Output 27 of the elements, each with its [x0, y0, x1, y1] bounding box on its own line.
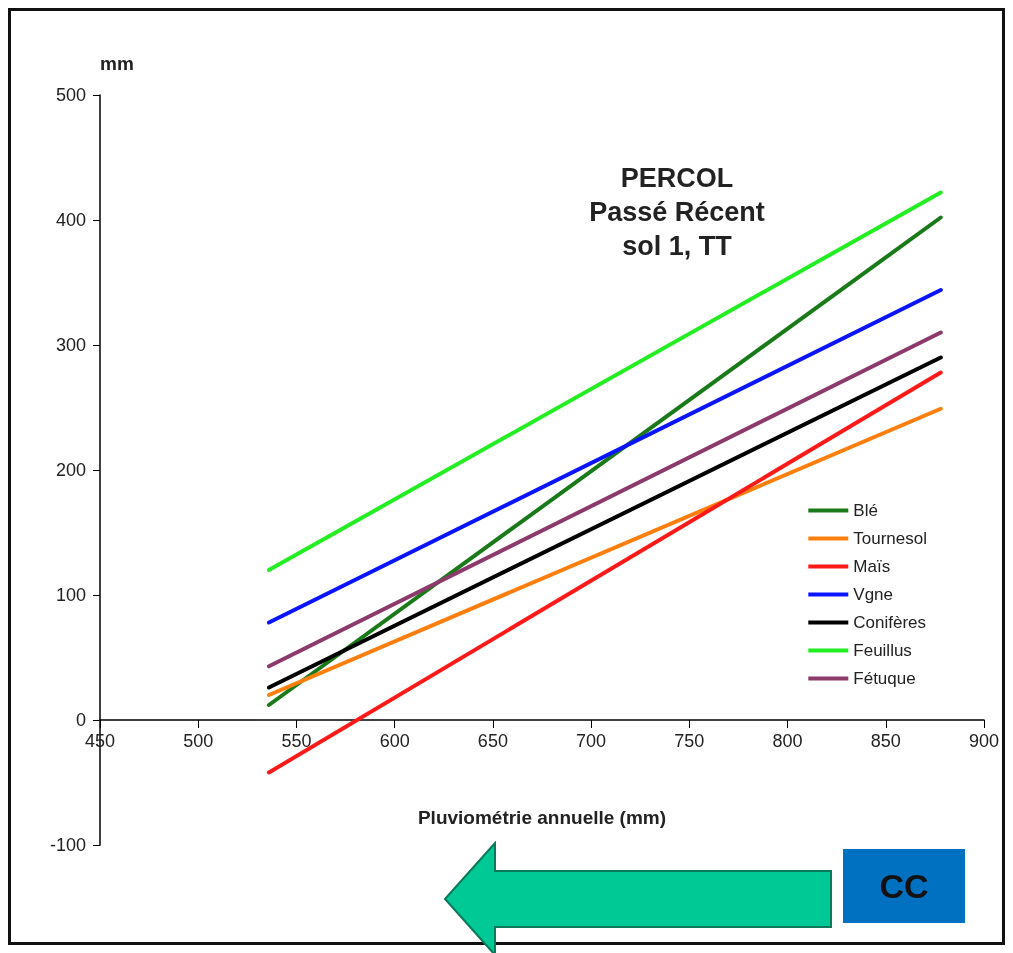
legend-label: Conifères	[853, 613, 927, 632]
legend-label: Vgne	[853, 585, 893, 604]
x-tick-label: 750	[674, 731, 705, 751]
x-tick-label: 600	[379, 731, 410, 751]
x-tick-label: 650	[477, 731, 508, 751]
x-tick-label: 550	[281, 731, 312, 751]
legend-label: Blé	[853, 501, 878, 520]
x-tick-label: 500	[183, 731, 214, 751]
legend-label: Maïs	[853, 557, 891, 576]
y-axis-title: mm	[100, 53, 134, 74]
x-tick-label: 900	[968, 731, 1000, 751]
y-tick-label: 200	[55, 460, 86, 480]
x-tick-label: 850	[870, 731, 901, 751]
legend-label: Feuillus	[853, 641, 912, 660]
y-tick-label: 100	[55, 585, 86, 605]
x-tick-label: 800	[772, 731, 803, 751]
text: CC	[843, 849, 965, 923]
legend-label: Tournesol	[853, 529, 928, 548]
y-tick-label: 300	[55, 335, 86, 355]
y-tick-label: 400	[55, 210, 86, 230]
x-axis-title: Pluviométrie annuelle (mm)	[417, 807, 667, 828]
text: PERCOL Passé Récent sol 1, TT	[589, 163, 765, 261]
y-tick-label: 0	[75, 710, 86, 730]
legend-label: Fétuque	[853, 669, 916, 688]
y-tick-label: 500	[55, 85, 86, 105]
x-tick-label: 700	[576, 731, 607, 751]
y-tick-label: -100	[49, 835, 86, 855]
